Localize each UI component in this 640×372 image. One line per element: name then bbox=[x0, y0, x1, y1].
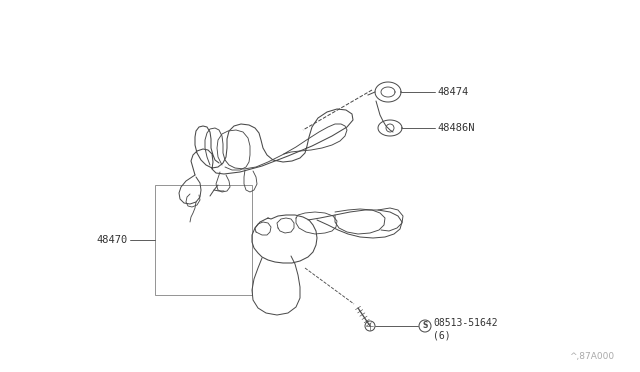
Bar bbox=[155, 185, 252, 295]
Text: 48486N: 48486N bbox=[437, 123, 474, 133]
Text: S: S bbox=[422, 321, 428, 330]
Text: (6): (6) bbox=[433, 330, 451, 340]
Text: 48470: 48470 bbox=[97, 235, 128, 245]
Text: 48474: 48474 bbox=[437, 87, 468, 97]
Text: 08513-51642: 08513-51642 bbox=[433, 318, 498, 328]
Text: ^,87A000: ^,87A000 bbox=[569, 352, 614, 361]
